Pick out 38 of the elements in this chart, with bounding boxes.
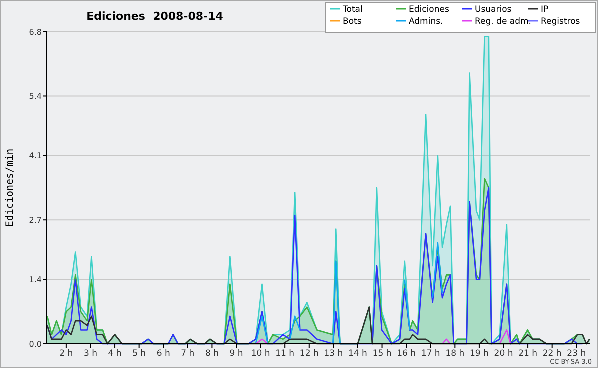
x-tick-label: 23 h	[567, 349, 586, 359]
y-tick-label: 5.4	[29, 92, 42, 102]
legend-label: Admins.	[409, 17, 444, 27]
x-tick-label: 9 h	[230, 349, 244, 359]
x-tick-label: 13 h	[324, 349, 344, 359]
chart-title: Ediciones 2008-08-14	[86, 10, 224, 23]
legend-label: Usuarios	[475, 5, 512, 15]
x-tick-label: 14 h	[348, 349, 368, 359]
x-tick-label: 2 h	[60, 349, 74, 359]
x-tick-label: 8 h	[205, 349, 219, 359]
legend-label: Reg. de adm.	[475, 17, 532, 27]
y-tick-label: 6.8	[29, 28, 42, 37]
legend-label: Ediciones	[409, 5, 450, 15]
x-tick-label: 6 h	[156, 349, 170, 359]
x-tick-label: 18 h	[446, 349, 465, 359]
x-tick-label: 19 h	[470, 349, 489, 359]
y-tick-label: 0.0	[29, 340, 42, 349]
y-axis-title: Ediciones/min	[5, 148, 16, 228]
legend-label: Total	[342, 5, 363, 15]
x-tick-label: 3 h	[84, 349, 98, 359]
legend-label: IP	[541, 5, 549, 15]
x-tick-label: 11 h	[276, 349, 295, 359]
y-tick-label: 4.1	[29, 152, 42, 161]
x-tick-label: 16 h	[397, 349, 416, 359]
x-tick-label: 5 h	[132, 349, 146, 359]
y-tick-label: 2.7	[29, 216, 42, 225]
x-tick-label: 12 h	[300, 349, 319, 359]
y-tick-label: 1.4	[29, 276, 42, 285]
legend-label: Bots	[343, 17, 362, 27]
x-tick-label: 22 h	[542, 349, 562, 359]
x-tick-label: 15 h	[372, 349, 392, 359]
x-tick-label: 10 h	[251, 349, 270, 359]
x-tick-label: 7 h	[181, 349, 195, 359]
x-tick-label: 20 h	[494, 349, 514, 359]
x-tick-label: 21 h	[518, 349, 538, 359]
legend-label: Registros	[541, 17, 581, 27]
x-tick-label: 17 h	[421, 349, 440, 359]
x-tick-label: 4 h	[108, 349, 122, 359]
